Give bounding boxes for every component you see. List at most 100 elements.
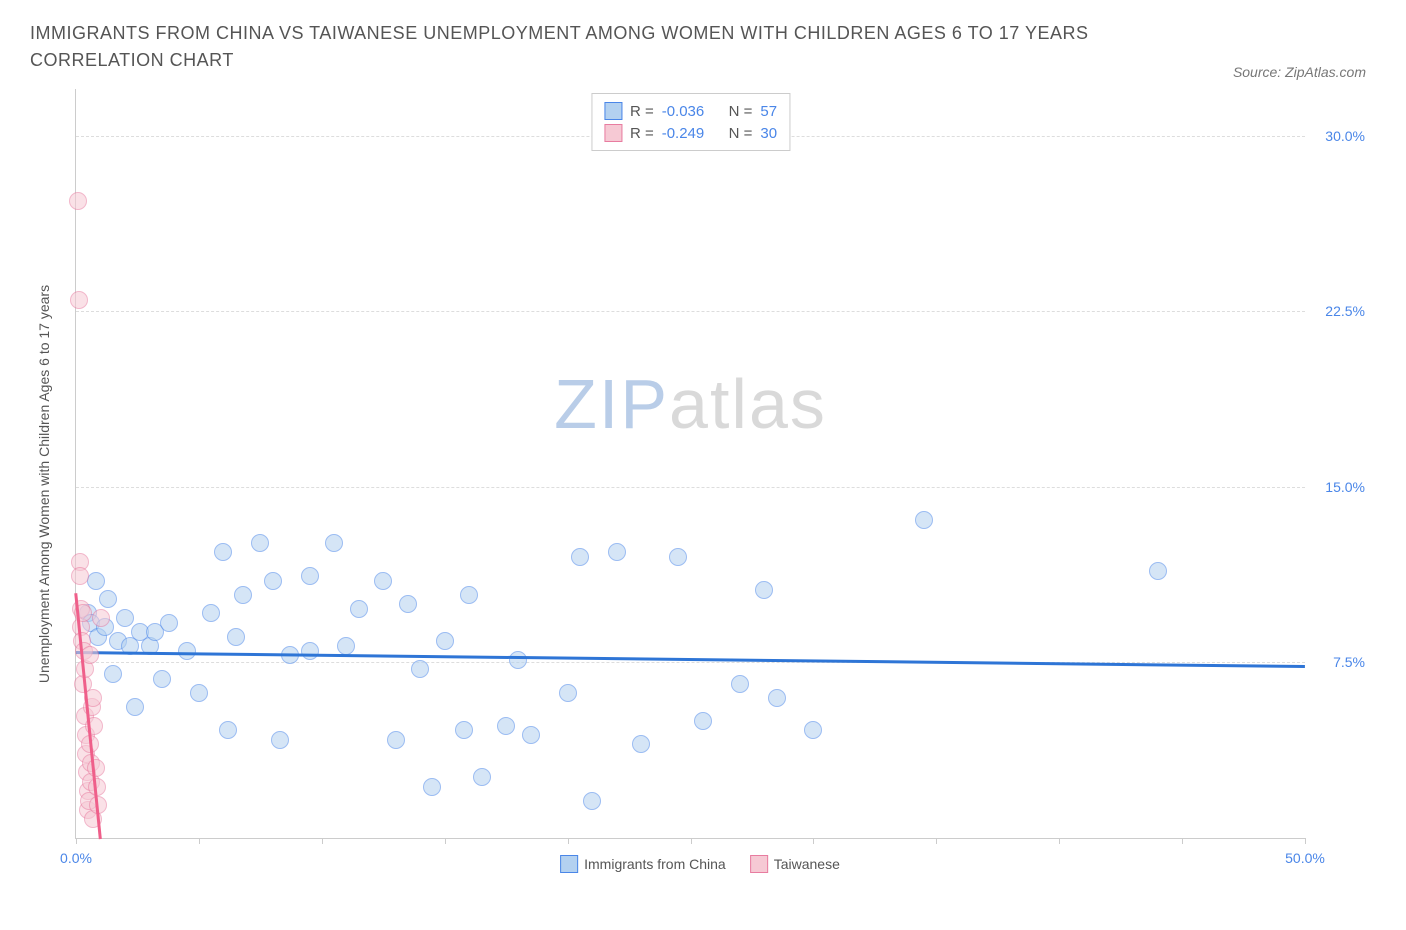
data-point <box>509 651 527 669</box>
data-point <box>87 759 105 777</box>
data-point <box>915 511 933 529</box>
page-title: IMMIGRANTS FROM CHINA VS TAIWANESE UNEMP… <box>30 20 1130 74</box>
data-point <box>92 609 110 627</box>
r-value-china: -0.036 <box>662 103 705 120</box>
data-point <box>399 595 417 613</box>
r-label: R = <box>630 103 654 120</box>
data-point <box>126 698 144 716</box>
data-point <box>731 675 749 693</box>
n-value-china: 57 <box>760 103 777 120</box>
watermark-part-a: ZIP <box>554 365 669 443</box>
trend-line <box>76 651 1305 668</box>
data-point <box>755 581 773 599</box>
source-prefix: Source: <box>1233 64 1285 80</box>
plot-area: ZIPatlas R = -0.036 N = 57 R = -0.249 N … <box>75 89 1305 839</box>
data-point <box>583 792 601 810</box>
legend-item-taiwanese: Taiwanese <box>750 855 840 873</box>
data-point <box>374 572 392 590</box>
x-tick <box>322 838 323 844</box>
data-point <box>1149 562 1167 580</box>
data-point <box>436 632 454 650</box>
data-point <box>325 534 343 552</box>
data-point <box>271 731 289 749</box>
gridline-h <box>76 311 1305 312</box>
y-tick-label: 15.0% <box>1310 479 1365 495</box>
source-attribution: Source: ZipAtlas.com <box>1233 64 1366 80</box>
x-tick <box>76 838 77 844</box>
legend-swatch-taiwanese <box>750 855 768 873</box>
data-point <box>694 712 712 730</box>
r-label: R = <box>630 125 654 142</box>
data-point <box>768 689 786 707</box>
data-point <box>190 684 208 702</box>
y-tick-label: 30.0% <box>1310 128 1365 144</box>
data-point <box>423 778 441 796</box>
data-point <box>214 543 232 561</box>
x-tick <box>1305 838 1306 844</box>
gridline-h <box>76 487 1305 488</box>
data-point <box>669 548 687 566</box>
stats-row-taiwanese: R = -0.249 N = 30 <box>604 122 777 144</box>
swatch-china <box>604 102 622 120</box>
data-point <box>571 548 589 566</box>
data-point <box>497 717 515 735</box>
source-name: ZipAtlas.com <box>1285 64 1366 80</box>
x-tick <box>199 838 200 844</box>
y-axis-label: Unemployment Among Women with Children A… <box>36 285 52 683</box>
data-point <box>301 567 319 585</box>
data-point <box>178 642 196 660</box>
data-point <box>632 735 650 753</box>
watermark-part-b: atlas <box>669 365 827 443</box>
data-point <box>69 192 87 210</box>
stats-row-china: R = -0.036 N = 57 <box>604 100 777 122</box>
data-point <box>455 721 473 739</box>
x-tick <box>936 838 937 844</box>
x-tick <box>691 838 692 844</box>
data-point <box>116 609 134 627</box>
data-point <box>301 642 319 660</box>
n-label: N = <box>729 103 753 120</box>
x-tick-label: 0.0% <box>60 850 92 866</box>
data-point <box>160 614 178 632</box>
data-point <box>473 768 491 786</box>
x-tick <box>813 838 814 844</box>
data-point <box>104 665 122 683</box>
x-tick <box>1182 838 1183 844</box>
data-point <box>460 586 478 604</box>
data-point <box>70 291 88 309</box>
legend-swatch-china <box>560 855 578 873</box>
data-point <box>804 721 822 739</box>
data-point <box>219 721 237 739</box>
series-legend: Immigrants from China Taiwanese <box>560 855 840 873</box>
data-point <box>234 586 252 604</box>
data-point <box>522 726 540 744</box>
x-tick <box>568 838 569 844</box>
x-tick <box>1059 838 1060 844</box>
data-point <box>251 534 269 552</box>
legend-label-china: Immigrants from China <box>584 856 726 872</box>
data-point <box>411 660 429 678</box>
data-point <box>337 637 355 655</box>
data-point <box>608 543 626 561</box>
n-label: N = <box>729 125 753 142</box>
data-point <box>264 572 282 590</box>
n-value-taiwanese: 30 <box>760 125 777 142</box>
data-point <box>350 600 368 618</box>
correlation-stats-legend: R = -0.036 N = 57 R = -0.249 N = 30 <box>591 93 790 151</box>
data-point <box>387 731 405 749</box>
r-value-taiwanese: -0.249 <box>662 125 705 142</box>
data-point <box>153 670 171 688</box>
correlation-chart: Unemployment Among Women with Children A… <box>30 89 1370 879</box>
y-tick-label: 7.5% <box>1310 654 1365 670</box>
data-point <box>99 590 117 608</box>
data-point <box>71 567 89 585</box>
x-tick-label: 50.0% <box>1285 850 1325 866</box>
data-point <box>227 628 245 646</box>
watermark: ZIPatlas <box>554 364 827 444</box>
legend-label-taiwanese: Taiwanese <box>774 856 840 872</box>
y-tick-label: 22.5% <box>1310 303 1365 319</box>
x-tick <box>445 838 446 844</box>
data-point <box>559 684 577 702</box>
swatch-taiwanese <box>604 124 622 142</box>
data-point <box>202 604 220 622</box>
